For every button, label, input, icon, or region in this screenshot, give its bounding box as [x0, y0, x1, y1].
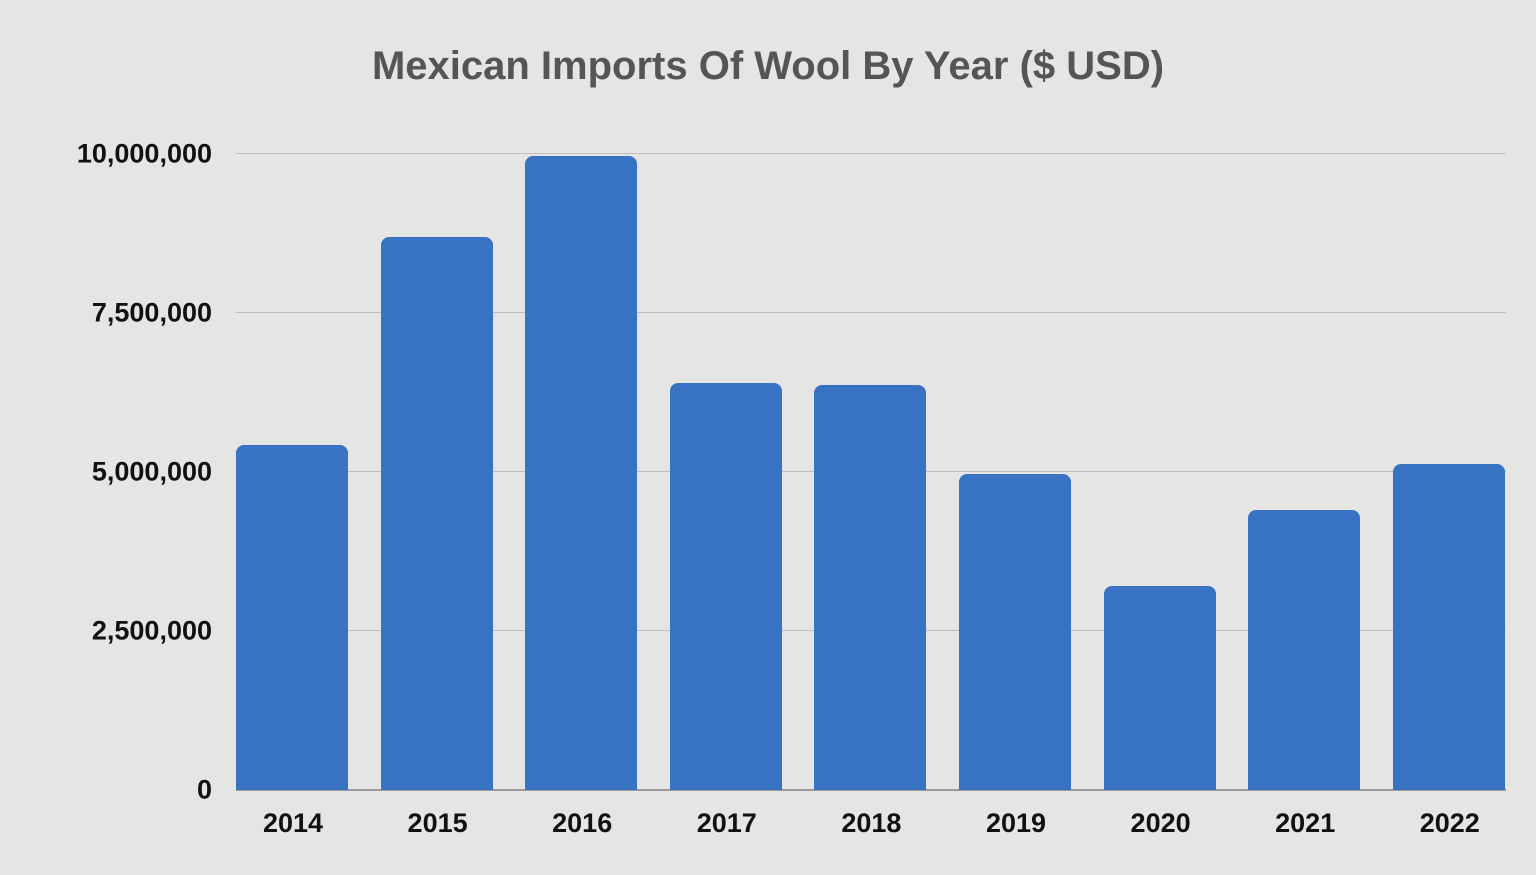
bar-2016 [525, 156, 638, 790]
bar-2020 [1103, 586, 1216, 790]
x-axis-line [236, 789, 1506, 791]
bar-2019 [959, 474, 1071, 790]
x-tick-label: 2017 [696, 808, 757, 838]
x-tick-label: 2021 [1275, 808, 1336, 838]
x-tick-label: 2015 [407, 808, 468, 838]
bar-2015 [380, 237, 493, 790]
y-tick-label: 5,000,000 [91, 456, 212, 487]
bar-2014 [236, 444, 348, 790]
x-tick-label: 2020 [1130, 808, 1191, 838]
y-tick-label: 10,000,000 [76, 138, 212, 169]
bar-2017 [669, 382, 782, 790]
gridline [236, 153, 1506, 154]
x-tick-label: 2018 [841, 808, 902, 838]
y-tick-label: 2,500,000 [91, 615, 212, 646]
bar-2021 [1248, 509, 1361, 790]
x-tick-label: 2014 [262, 808, 324, 838]
x-tick-label: 2016 [552, 808, 613, 838]
y-tick-label: 7,500,000 [91, 297, 212, 328]
bar-2022 [1392, 464, 1505, 790]
x-tick-label: 2022 [1419, 808, 1480, 838]
y-tick-label: 0 [196, 774, 212, 805]
chart-title: Mexican Imports Of Wool By Year ($ USD) [371, 44, 1165, 88]
x-tick-label: 2019 [985, 808, 1047, 838]
gridline [236, 312, 1506, 313]
bar-2018 [814, 384, 927, 790]
